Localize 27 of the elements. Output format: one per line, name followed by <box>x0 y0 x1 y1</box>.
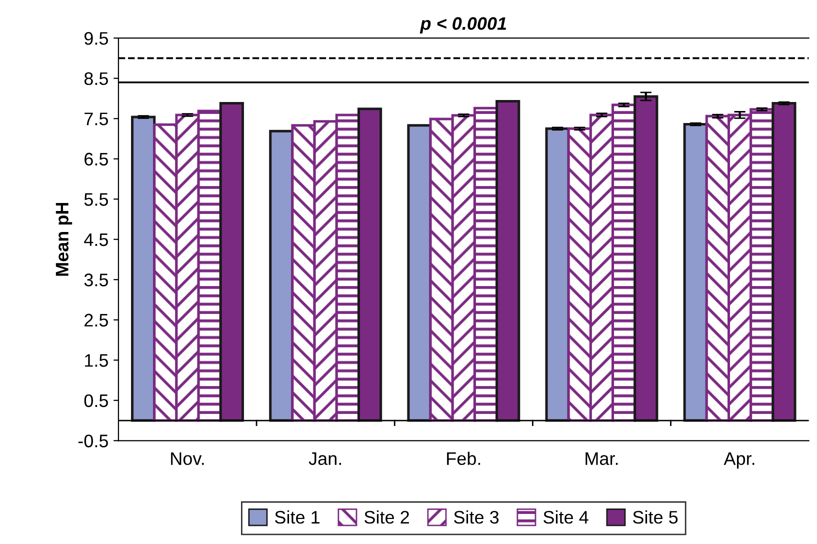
legend-label: Site 3 <box>454 510 499 524</box>
x-tick-label: Jan. <box>308 452 341 466</box>
y-tick-label: 2.5 <box>84 314 108 327</box>
y-tick-label: 3.5 <box>84 274 108 286</box>
legend-label: Site 4 <box>544 510 588 524</box>
y-tick-label: 8.5 <box>84 72 108 86</box>
y-tick-label: 1.5 <box>85 354 108 367</box>
bar <box>683 122 708 422</box>
x-tick-label: Feb. <box>447 452 480 466</box>
bar <box>545 127 570 422</box>
y-tick-label: 5.5 <box>84 193 108 206</box>
bar <box>407 124 432 422</box>
y-tick-label: 4.5 <box>84 233 108 246</box>
legend-label: Site 2 <box>364 510 409 524</box>
y-tick-label: -0.5 <box>78 434 108 448</box>
y-axis-title: Mean pH <box>56 202 72 276</box>
x-tick-label: Mar. <box>586 452 618 466</box>
legend-label: Site 1 <box>275 510 320 524</box>
bar <box>131 116 156 422</box>
y-tick-label: 7.5 <box>84 112 108 126</box>
y-tick-label: 0.5 <box>84 394 108 408</box>
x-tick-label: Nov. <box>171 452 204 466</box>
y-tick-label: 9.5 <box>84 32 108 45</box>
y-tick-label: 6.5 <box>84 152 108 166</box>
chart-title: p < 0.0001 <box>420 17 506 34</box>
legend-label: Site 5 <box>633 510 678 524</box>
x-tick-label: Apr. <box>724 452 754 469</box>
